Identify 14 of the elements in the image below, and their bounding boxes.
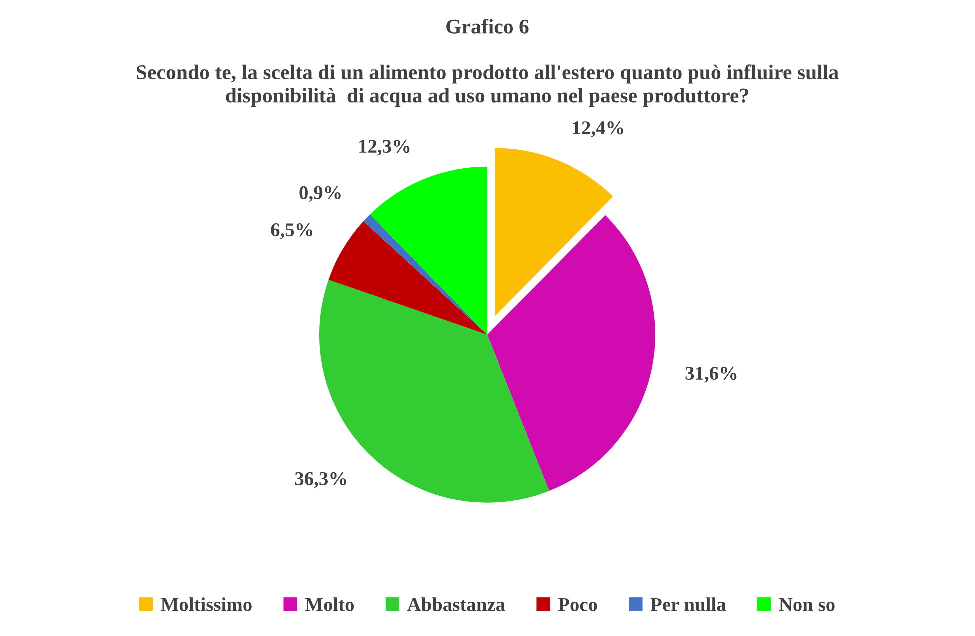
data-label: 12,3% bbox=[360, 140, 410, 156]
legend-label: Per nulla bbox=[650, 598, 726, 612]
data-label: 36,3% bbox=[295, 472, 346, 488]
legend-label: Molto bbox=[305, 598, 354, 612]
data-label: 6,5% bbox=[271, 224, 312, 240]
data-label: 0,9% bbox=[300, 186, 341, 202]
chart-title: Grafico 6 bbox=[446, 18, 529, 34]
chart-subtitle: Secondo te, la scelta di un alimento prodotto all'estero quanto può influire sulla disponibilità di acqua ad uso umano nel paese produttore? bbox=[137, 64, 839, 108]
legend-label: Poco bbox=[558, 598, 598, 612]
legend-label: Non so bbox=[779, 598, 835, 612]
data-label: 12,4% bbox=[573, 122, 624, 138]
data-label: 31,6% bbox=[686, 366, 737, 383]
legend-label: Abbastanza bbox=[407, 598, 506, 612]
legend-label: Moltissimo bbox=[161, 598, 252, 612]
